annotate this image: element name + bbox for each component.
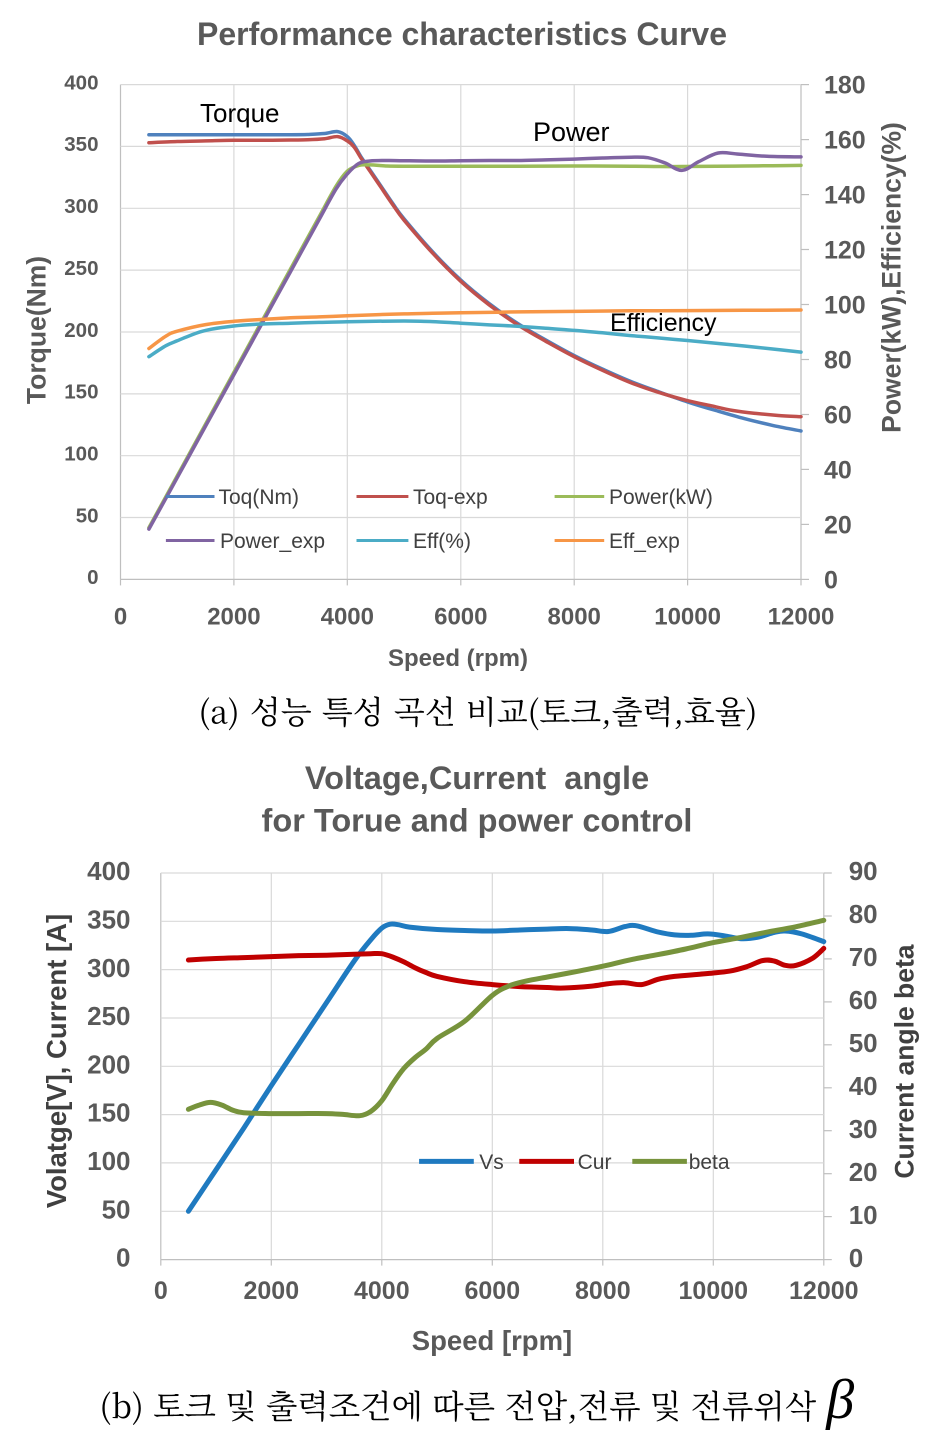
svg-text:20: 20: [824, 512, 852, 540]
svg-text:beta: beta: [689, 1151, 730, 1174]
svg-text:180: 180: [824, 72, 866, 100]
svg-text:250: 250: [87, 1001, 130, 1031]
svg-text:300: 300: [64, 195, 98, 218]
svg-text:100: 100: [87, 1146, 130, 1176]
svg-text:300: 300: [87, 953, 130, 983]
svg-text:140: 140: [824, 182, 866, 210]
svg-text:400: 400: [64, 71, 98, 94]
svg-text:70: 70: [849, 942, 878, 972]
svg-text:30: 30: [849, 1114, 878, 1144]
svg-text:Power(kW): Power(kW): [609, 486, 713, 509]
svg-text:0: 0: [114, 604, 127, 631]
svg-text:350: 350: [87, 904, 130, 934]
svg-text:40: 40: [849, 1071, 878, 1101]
svg-text:Current angle beta: Current angle beta: [890, 944, 920, 1178]
svg-text:6000: 6000: [434, 604, 487, 631]
svg-text:200: 200: [87, 1049, 130, 1079]
svg-text:Eff_exp: Eff_exp: [609, 530, 680, 553]
svg-text:2000: 2000: [243, 1277, 299, 1305]
svg-text:100: 100: [64, 443, 98, 466]
svg-text:6000: 6000: [464, 1277, 520, 1305]
svg-text:350: 350: [64, 133, 98, 156]
svg-text:Voltage,Current angle: Voltage,Current angle: [305, 760, 649, 796]
svg-text:100: 100: [824, 292, 866, 320]
svg-text:Vs: Vs: [479, 1151, 504, 1174]
svg-text:200: 200: [64, 319, 98, 342]
svg-text:250: 250: [64, 257, 98, 280]
svg-text:40: 40: [824, 457, 852, 485]
svg-text:Performance characteristics Cu: Performance characteristics Curve: [197, 16, 727, 52]
svg-text:10000: 10000: [654, 604, 721, 631]
svg-text:for Torue and power control: for Torue and power control: [262, 803, 693, 839]
svg-text:0: 0: [154, 1277, 168, 1305]
svg-text:60: 60: [824, 402, 852, 430]
svg-text:0: 0: [116, 1243, 130, 1273]
svg-text:10: 10: [849, 1200, 878, 1230]
svg-text:Torque: Torque: [200, 98, 280, 128]
svg-text:Cur: Cur: [578, 1151, 612, 1174]
svg-text:160: 160: [824, 127, 866, 155]
svg-text:12000: 12000: [768, 604, 835, 631]
svg-text:80: 80: [824, 347, 852, 375]
svg-text:0: 0: [849, 1243, 863, 1273]
svg-text:Torque(Nm): Torque(Nm): [22, 256, 52, 404]
svg-text:Toq-exp: Toq-exp: [413, 486, 488, 509]
svg-text:400: 400: [87, 856, 130, 886]
svg-text:50: 50: [76, 504, 99, 527]
svg-text:0: 0: [87, 566, 98, 589]
svg-text:150: 150: [64, 381, 98, 404]
svg-text:Eff(%): Eff(%): [413, 530, 471, 553]
svg-text:4000: 4000: [321, 604, 374, 631]
svg-text:8000: 8000: [575, 1277, 631, 1305]
svg-text:0: 0: [824, 567, 838, 595]
svg-text:50: 50: [849, 1028, 878, 1058]
svg-text:12000: 12000: [789, 1277, 859, 1305]
svg-text:Power: Power: [533, 117, 610, 147]
svg-text:Volatge[V], Current [A]: Volatge[V], Current [A]: [41, 914, 72, 1208]
svg-text:Power(kW),Efficiency(%): Power(kW),Efficiency(%): [877, 122, 907, 433]
svg-text:150: 150: [87, 1098, 130, 1128]
svg-text:10000: 10000: [679, 1277, 749, 1305]
svg-text:50: 50: [102, 1194, 131, 1224]
svg-text:Toq(Nm): Toq(Nm): [219, 486, 300, 509]
svg-text:β: β: [825, 1369, 854, 1431]
svg-text:4000: 4000: [354, 1277, 410, 1305]
svg-text:20: 20: [849, 1157, 878, 1187]
svg-text:Speed (rpm): Speed (rpm): [388, 645, 528, 672]
svg-text:2000: 2000: [207, 604, 260, 631]
svg-text:Power_exp: Power_exp: [220, 530, 325, 553]
svg-text:60: 60: [849, 985, 878, 1015]
svg-text:90: 90: [849, 856, 878, 886]
svg-text:80: 80: [849, 899, 878, 929]
svg-text:Speed [rpm]: Speed [rpm]: [412, 1325, 572, 1356]
svg-text:8000: 8000: [548, 604, 601, 631]
svg-text:120: 120: [824, 237, 866, 265]
svg-text:Efficiency: Efficiency: [610, 309, 717, 337]
